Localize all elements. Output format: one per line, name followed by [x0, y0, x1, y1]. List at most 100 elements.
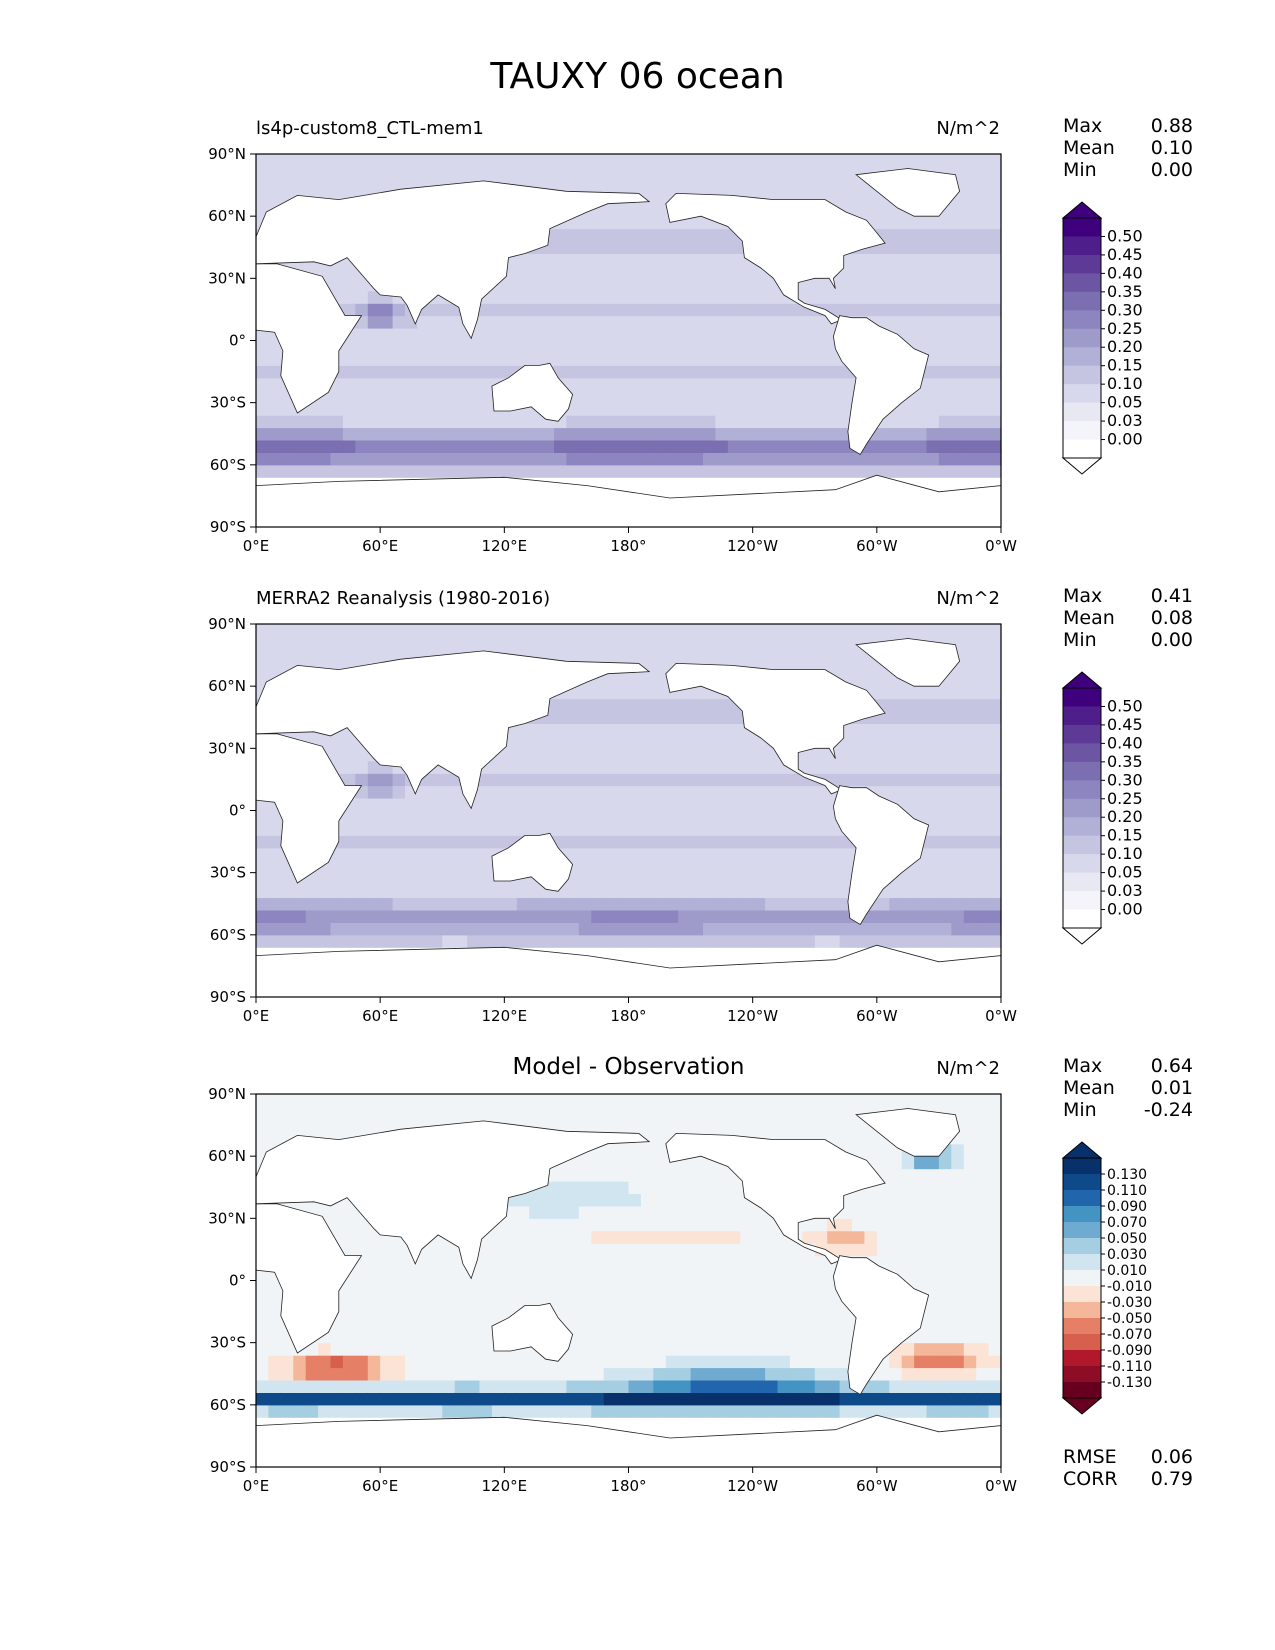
field-cell [727, 1118, 741, 1132]
field-cell [578, 377, 592, 391]
field-cell [392, 1118, 406, 1132]
field-cell [963, 773, 977, 787]
field-cell [442, 1392, 456, 1406]
field-cell [566, 278, 580, 292]
field-cell [628, 1168, 642, 1182]
field-cell [827, 191, 841, 205]
field-cell [938, 1317, 952, 1331]
field-cell [765, 822, 779, 836]
field-cell [839, 1342, 853, 1356]
field-cell [541, 822, 555, 836]
field-cell [951, 798, 965, 812]
field-cell [554, 1106, 567, 1120]
field-cell [454, 415, 468, 429]
field-cell [578, 1156, 592, 1170]
field-cell [852, 1131, 865, 1145]
field-cell [454, 1355, 468, 1369]
field-cell [280, 1367, 294, 1381]
field-cell [777, 1268, 791, 1282]
field-cell [951, 1143, 965, 1157]
field-cell [653, 835, 667, 849]
field-cell [839, 748, 853, 762]
field-cell [578, 241, 592, 254]
field-cell [429, 922, 443, 936]
field-cell [864, 624, 878, 637]
field-cell [603, 241, 617, 254]
landmass [491, 362, 574, 422]
field-cell [777, 1243, 791, 1257]
field-cell [504, 785, 518, 799]
field-cell [678, 624, 692, 637]
field-cell [367, 377, 381, 391]
field-cell [827, 648, 841, 662]
field-cell [640, 723, 654, 737]
field-cell [417, 847, 431, 861]
field-cell [491, 427, 505, 441]
field-cell [467, 1380, 481, 1393]
field-cell [280, 1118, 294, 1132]
field-cell [827, 154, 841, 167]
field-cell [280, 1106, 294, 1120]
field-cell [280, 452, 294, 466]
field-cell [777, 452, 791, 466]
field-cell [976, 847, 990, 861]
field-cell [578, 1392, 592, 1406]
field-cell [467, 847, 481, 861]
field-cell [914, 1230, 928, 1244]
field-cell [380, 860, 394, 874]
field-cell [789, 402, 803, 416]
field-cell [938, 1255, 952, 1269]
field-cell [516, 723, 530, 737]
field-cell [752, 1380, 766, 1393]
colorbar-tick-label: 0.10 [1107, 844, 1143, 863]
field-cell [653, 290, 667, 304]
field-cell [976, 748, 990, 762]
field-cell [777, 1255, 791, 1269]
field-cell [653, 1255, 667, 1269]
field-cell [367, 810, 381, 824]
field-cell [616, 810, 630, 824]
field-cell [342, 760, 356, 774]
field-cell [628, 328, 642, 342]
field-cell [765, 464, 779, 478]
field-cell [963, 872, 977, 886]
field-cell [665, 1168, 679, 1182]
field-cell [616, 365, 630, 379]
field-cell [988, 785, 1002, 799]
field-cell [852, 203, 865, 217]
field-cell [889, 910, 903, 923]
field-cell [504, 166, 518, 180]
field-cell [504, 922, 518, 936]
field-cell [367, 760, 381, 774]
field-cell [889, 315, 903, 329]
field-cell [491, 166, 505, 180]
field-cell [852, 773, 865, 787]
field-cell [541, 166, 555, 180]
field-cell [293, 1404, 307, 1418]
field-cell [839, 1094, 853, 1107]
field-cell [318, 1392, 332, 1406]
field-cell [318, 910, 332, 923]
colorbar: 0.500.450.400.350.300.250.200.150.100.05… [1061, 201, 1143, 475]
landmass [255, 944, 1002, 998]
field-cell [814, 1330, 828, 1344]
field-cell [256, 1392, 269, 1406]
field-cell [640, 228, 654, 242]
field-cell [690, 1317, 704, 1331]
field-cell [380, 452, 394, 466]
field-cell [901, 760, 915, 774]
field-cell [740, 1255, 754, 1269]
field-cell [268, 1131, 282, 1145]
field-cell [876, 723, 890, 737]
field-cell [951, 885, 965, 899]
field-cell [988, 166, 1002, 180]
field-cell [827, 760, 841, 774]
field-cell [504, 315, 518, 329]
field-cell [367, 290, 381, 304]
field-cell [765, 1218, 779, 1232]
field-cell [976, 1230, 990, 1244]
field-cell [355, 166, 369, 180]
field-cell [740, 885, 754, 899]
field-cell [715, 315, 729, 329]
field-cell [876, 624, 890, 637]
